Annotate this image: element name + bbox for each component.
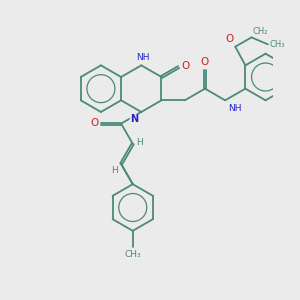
Text: O: O [201,57,209,67]
Text: CH₃: CH₃ [124,250,141,259]
Text: O: O [90,118,98,128]
Text: N: N [130,114,138,124]
Text: NH: NH [228,104,241,113]
Text: CH₃: CH₃ [269,40,285,49]
Text: H: H [136,138,143,147]
Text: H: H [111,166,117,175]
Text: O: O [181,61,189,71]
Text: CH₂: CH₂ [253,27,268,36]
Text: NH: NH [136,53,149,62]
Text: O: O [226,34,234,44]
